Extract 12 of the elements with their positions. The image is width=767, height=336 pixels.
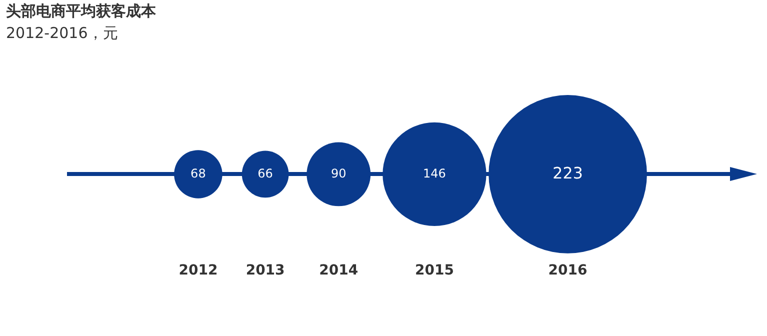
data-label: 90 [330,166,346,180]
category-label: 2013 [246,262,285,279]
text: 头部电商平均获客成本 [6,2,156,21]
category-label: 2014 [319,262,358,279]
data-label: 223 [552,163,583,182]
category-label: 2016 [548,262,588,279]
data-label: 68 [190,166,206,180]
category-label: 2015 [414,262,454,279]
data-label: 66 [258,166,273,180]
data-label: 146 [423,166,446,180]
text: 2012-2016，元 [6,24,118,43]
category-label: 2012 [178,262,218,279]
